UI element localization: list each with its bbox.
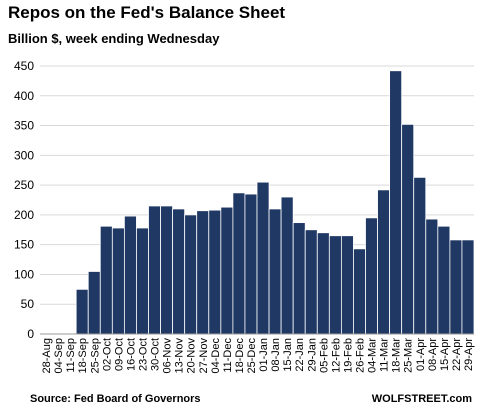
bar	[75, 288, 89, 335]
bar	[292, 222, 306, 335]
bar	[184, 214, 198, 335]
y-tick-label: 350	[14, 119, 34, 133]
bar	[377, 189, 391, 335]
x-tick-label: 22-Jan	[294, 338, 306, 372]
x-tick-label: 29-Apr	[463, 338, 475, 371]
bar	[232, 192, 246, 335]
bar	[413, 176, 427, 335]
bar	[449, 239, 463, 335]
y-tick-label: 400	[14, 89, 34, 103]
x-tick-label: 15-Apr	[439, 338, 451, 371]
x-tick-label: 08-Jan	[270, 338, 282, 372]
bar	[461, 239, 475, 335]
x-tick-label: 28-Aug	[41, 338, 53, 373]
bar	[365, 217, 378, 335]
x-tick-label: 18-Dec	[234, 338, 246, 374]
bar	[111, 227, 125, 335]
x-tick-label: 05-Feb	[318, 338, 330, 373]
y-tick-label: 450	[14, 59, 34, 73]
x-tick-label: 27-Nov	[198, 338, 210, 374]
x-tick-label: 15-Jan	[282, 338, 294, 372]
bar	[401, 123, 415, 335]
bar	[256, 181, 270, 335]
x-tick-label: 01-Jan	[258, 338, 270, 372]
x-tick-label: 18-Mar	[391, 338, 403, 373]
bar	[196, 210, 210, 335]
x-tick-label: 08-Apr	[427, 338, 439, 371]
bar	[268, 208, 282, 335]
x-tick-label: 06-Nov	[162, 338, 174, 374]
x-tick-label: 22-Apr	[451, 338, 463, 371]
x-tick-label: 29-Jan	[306, 338, 318, 372]
bar	[328, 235, 342, 335]
bar	[437, 225, 451, 335]
x-tick-label: 11-Mar	[379, 338, 391, 372]
bar	[87, 271, 101, 335]
y-tick-label: 250	[14, 178, 34, 192]
bar	[304, 229, 318, 335]
y-tick-label: 300	[14, 148, 34, 162]
x-tick-label: 09-Oct	[113, 338, 125, 371]
y-tick-label: 50	[21, 297, 35, 311]
x-tick-label: 25-Mar	[403, 338, 415, 373]
x-tick-label: 19-Feb	[342, 338, 354, 373]
x-tick-label: 25-Sep	[89, 338, 101, 373]
y-tick-label: 100	[14, 267, 34, 281]
bar	[123, 215, 137, 335]
x-tick-label: 20-Nov	[186, 338, 198, 374]
x-tick-label: 11-Dec	[222, 338, 234, 373]
x-tick-label: 02-Oct	[101, 338, 113, 371]
bar	[244, 193, 258, 335]
bar	[148, 205, 161, 335]
bar	[160, 205, 174, 335]
bar	[353, 248, 366, 335]
bar	[208, 209, 222, 335]
x-tick-label: 26-Feb	[354, 338, 366, 373]
x-tick-label: 23-Oct	[137, 338, 149, 371]
x-tick-label: 04-Dec	[210, 338, 222, 374]
bar	[99, 225, 113, 335]
x-tick-label: 04-Mar	[367, 338, 379, 373]
x-tick-label: 25-Dec	[246, 338, 258, 374]
x-tick-label: 30-Oct	[150, 338, 162, 371]
bar	[136, 227, 149, 335]
x-tick-label: 11-Sep	[65, 338, 77, 373]
x-tick-label: 01-Apr	[415, 338, 427, 371]
chart-title: Repos on the Fed's Balance Sheet	[8, 3, 285, 22]
bar	[172, 208, 186, 335]
bar	[425, 218, 439, 335]
x-tick-label: 18-Sep	[77, 338, 89, 373]
source: Source: Fed Board of Governors	[30, 393, 201, 405]
bar	[220, 206, 234, 335]
credit: WOLFSTREET.com	[372, 393, 472, 405]
x-tick-label: 04-Sep	[53, 338, 65, 373]
x-tick-label: 12-Feb	[330, 338, 342, 373]
chart-subtitle: Billion $, week ending Wednesday	[8, 31, 220, 46]
x-tick-label: 16-Oct	[125, 338, 137, 371]
y-tick-label: 0	[27, 327, 34, 341]
y-tick-label: 200	[14, 208, 34, 222]
bar	[316, 232, 330, 335]
y-tick-label: 150	[14, 238, 34, 252]
bar	[389, 70, 403, 335]
bar	[340, 235, 354, 335]
x-tick-label: 13-Nov	[174, 338, 186, 374]
bar	[280, 196, 294, 335]
